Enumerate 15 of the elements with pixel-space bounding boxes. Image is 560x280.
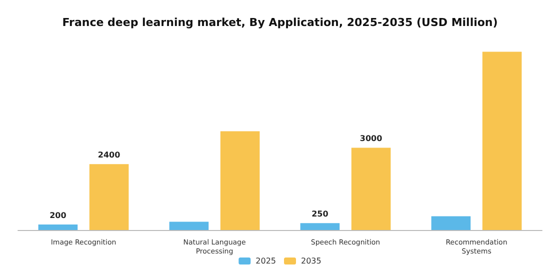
bar — [482, 52, 522, 230]
bar — [351, 148, 391, 230]
bar — [220, 131, 260, 230]
data-label: 2400 — [98, 150, 121, 160]
bar — [300, 223, 340, 230]
legend-label: 2035 — [301, 256, 322, 266]
legend-label: 2025 — [256, 256, 276, 266]
bar — [38, 224, 78, 230]
bar — [89, 164, 129, 230]
bar — [431, 216, 471, 230]
data-label: 200 — [50, 211, 67, 220]
data-label: 3000 — [360, 134, 383, 144]
chart-title: France deep learning market, By Application, 2025-2035 (USD Million) — [62, 16, 498, 29]
data-label: 250 — [312, 210, 329, 219]
bar — [169, 222, 209, 230]
